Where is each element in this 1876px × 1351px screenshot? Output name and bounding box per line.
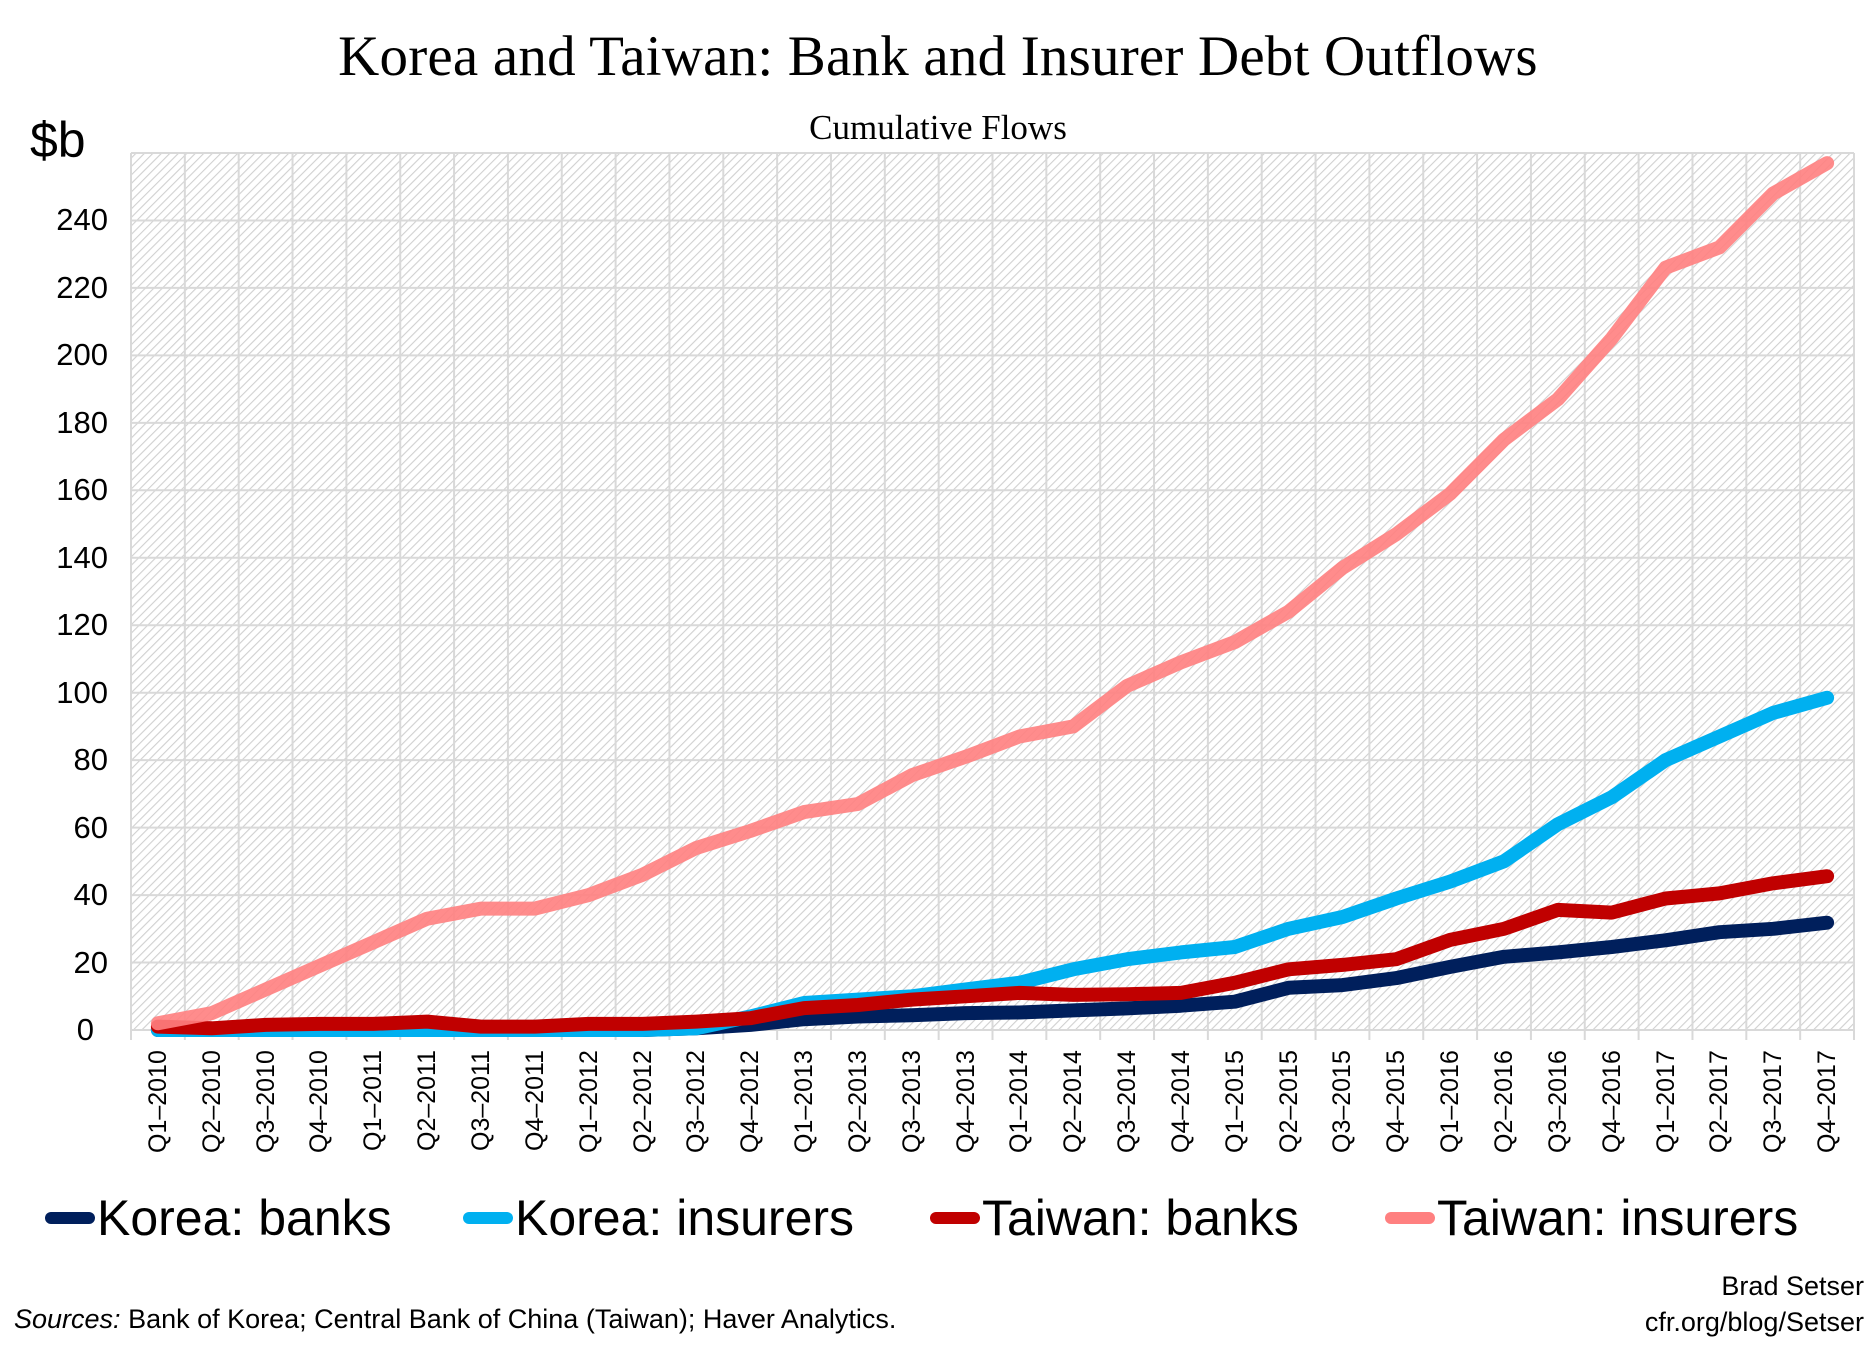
series-line-korea-insurers[interactable] [150, 690, 1835, 1037]
x-tick-label: Q1–2013 [790, 1050, 819, 1153]
y-axis-unit-label: $b [30, 112, 86, 168]
x-tick-label: Q1–2014 [1005, 1050, 1034, 1153]
sources-text: Bank of Korea; Central Bank of China (Ta… [120, 1304, 897, 1334]
x-tick-label: Q2–2016 [1490, 1050, 1519, 1153]
legend-swatch-taiwan-insurers-icon [1385, 1212, 1435, 1224]
y-tick-label: 140 [56, 539, 108, 575]
x-tick-label: Q3–2015 [1328, 1050, 1357, 1153]
x-tick-label: Q4–2017 [1813, 1050, 1842, 1153]
legend-label: Korea: insurers [515, 1190, 855, 1246]
x-tick-label: Q4–2012 [736, 1050, 765, 1153]
x-tick-label: Q3–2013 [897, 1050, 926, 1153]
x-tick-label: Q3–2010 [251, 1050, 280, 1153]
x-tick-label: Q1–2017 [1651, 1050, 1680, 1153]
legend-item-taiwan-banks[interactable]: Taiwan: banks [930, 1190, 1299, 1246]
y-tick-label: 160 [56, 472, 108, 508]
legend-item-korea-insurers[interactable]: Korea: insurers [463, 1190, 854, 1246]
series-line-taiwan-banks[interactable] [150, 869, 1835, 1036]
legend-label: Korea: banks [97, 1190, 392, 1246]
author-name: Brad Setser [1721, 1271, 1864, 1301]
x-tick-label: Q4–2013 [951, 1050, 980, 1153]
x-tick-label: Q2–2013 [843, 1050, 872, 1153]
x-tick-label: Q4–2016 [1597, 1050, 1626, 1153]
sources-label: Sources: [14, 1304, 121, 1334]
x-tick-label: Q2–2012 [628, 1050, 657, 1153]
x-tick-label: Q2–2014 [1059, 1050, 1088, 1153]
y-tick-label: 100 [56, 674, 108, 710]
y-tick-label: 80 [73, 742, 108, 778]
y-tick-label: 120 [56, 607, 108, 643]
x-tick-label: Q4–2014 [1166, 1050, 1195, 1153]
x-tick-label: Q2–2017 [1705, 1050, 1734, 1153]
y-tick-label: 20 [73, 944, 108, 980]
legend-label: Taiwan: banks [982, 1190, 1299, 1246]
x-tick-label: Q4–2010 [305, 1050, 334, 1153]
x-tick-label: Q4–2011 [520, 1049, 549, 1151]
x-tick-label: Q1–2016 [1436, 1050, 1465, 1153]
x-tick-label: Q4–2015 [1382, 1050, 1411, 1153]
sources-note: Sources: Bank of Korea; Central Bank of … [14, 1303, 896, 1335]
chart-title: Korea and Taiwan: Bank and Insurer Debt … [338, 25, 1538, 88]
y-tick-label: 180 [56, 404, 108, 440]
legend-label: Taiwan: insurers [1437, 1190, 1799, 1246]
x-tick-label: Q2–2010 [197, 1050, 226, 1153]
legend: Korea: banks Korea: insurers Taiwan: ban… [0, 1190, 1876, 1246]
x-tick-label: Q3–2011 [466, 1049, 495, 1151]
y-tick-label: 240 [56, 202, 108, 238]
y-tick-label: 40 [73, 877, 108, 913]
legend-item-korea-banks[interactable]: Korea: banks [45, 1190, 392, 1246]
y-tick-label: 60 [73, 809, 108, 845]
x-tick-label: Q3–2014 [1113, 1050, 1142, 1153]
x-tick-label: Q3–2012 [682, 1050, 711, 1153]
series-lines [150, 156, 1835, 1037]
x-tick-label: Q1–2010 [143, 1050, 172, 1153]
legend-swatch-korea-banks-icon [45, 1212, 95, 1224]
legend-swatch-korea-insurers-icon [463, 1212, 513, 1224]
x-tick-label: Q2–2015 [1274, 1050, 1303, 1153]
gridlines [130, 152, 1855, 1040]
x-tick-label: Q1–2011 [359, 1049, 388, 1151]
legend-item-taiwan-insurers[interactable]: Taiwan: insurers [1385, 1190, 1798, 1246]
y-tick-label: 220 [56, 269, 108, 305]
credit-block: Brad Setser cfr.org/blog/Setser [1645, 1268, 1864, 1340]
series-line-taiwan-insurers[interactable] [150, 156, 1835, 1031]
x-tick-label: Q1–2015 [1220, 1050, 1249, 1153]
author-url[interactable]: cfr.org/blog/Setser [1644, 1307, 1864, 1337]
legend-swatch-taiwan-banks-icon [930, 1212, 980, 1224]
chart-subtitle: Cumulative Flows [809, 108, 1067, 147]
x-tick-label: Q3–2016 [1543, 1050, 1572, 1153]
x-tick-label: Q1–2012 [574, 1050, 603, 1153]
x-tick-label: Q3–2017 [1759, 1050, 1788, 1153]
y-tick-label: 0 [76, 1012, 94, 1047]
y-tick-label: 200 [56, 337, 108, 373]
x-tick-label: Q2–2011 [413, 1049, 442, 1151]
